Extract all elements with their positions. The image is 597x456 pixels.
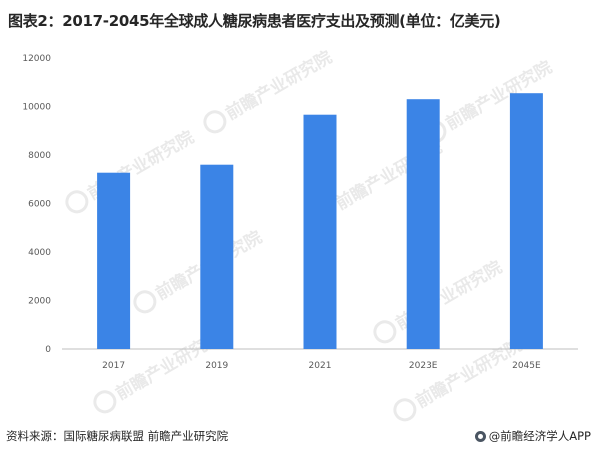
y-tick-label: 4000 — [28, 248, 51, 258]
watermark-text: 前瞻产业研究院 — [222, 47, 336, 125]
qianzhan-logo-icon — [393, 398, 417, 422]
y-tick-label: 0 — [45, 345, 51, 355]
chart-title: 图表2：2017-2045年全球成人糖尿病患者医疗支出及预测(单位：亿美元) — [8, 12, 501, 30]
watermark: 前瞻产业研究院 — [133, 227, 266, 314]
brand-label: @前瞻经济学人APP — [488, 429, 591, 443]
y-tick-label: 12000 — [22, 54, 51, 64]
brand-logo-icon — [474, 430, 486, 442]
x-tick-label: 2021 — [309, 361, 332, 371]
bar-2023E — [406, 99, 440, 349]
bar-series — [97, 93, 543, 349]
qianzhan-logo-icon — [93, 390, 117, 414]
y-tick-label: 6000 — [28, 200, 51, 210]
bar-2017 — [97, 172, 131, 349]
y-axis-ticks: 0 2000 4000 6000 8000 10000 12000 — [22, 54, 51, 355]
x-axis-ticks: 2017 2019 2021 2023E 2045E — [102, 361, 541, 371]
x-tick-label: 2045E — [512, 361, 541, 371]
watermark: 前瞻产业研究院 — [65, 127, 198, 214]
bar-2045E — [509, 93, 543, 349]
qianzhan-logo-icon — [203, 110, 227, 134]
brand-credit: @前瞻经济学人APP — [474, 428, 591, 444]
y-tick-label: 8000 — [28, 151, 51, 161]
bar-2019 — [200, 164, 234, 349]
qianzhan-logo-icon — [133, 290, 157, 314]
y-tick-label: 10000 — [22, 103, 51, 113]
y-tick-label: 2000 — [28, 297, 51, 307]
x-tick-label: 2023E — [409, 361, 438, 371]
source-note: 资料来源：国际糖尿病联盟 前瞻产业研究院 — [6, 429, 229, 443]
x-tick-label: 2017 — [102, 361, 125, 371]
qianzhan-logo-icon — [373, 320, 397, 344]
qianzhan-logo-icon — [65, 190, 89, 214]
bar-2021 — [303, 114, 337, 349]
x-tick-label: 2019 — [205, 361, 228, 371]
